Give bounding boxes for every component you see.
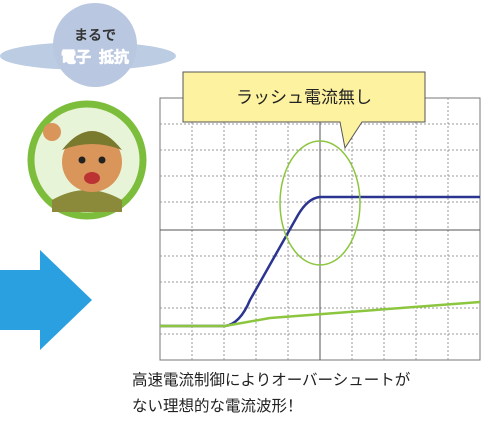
character-face: [62, 132, 122, 192]
waveform-graph: [159, 97, 481, 361]
character-eye: [78, 156, 86, 164]
caption: ない理想的な電流波形！: [132, 397, 303, 415]
badge-text: 電子: [61, 48, 91, 66]
character-cap: [62, 131, 122, 150]
voltage-waveform: [160, 300, 481, 328]
callout-bubble: [182, 71, 426, 150]
caption: 高速電流制御によりオーバーシュートが: [132, 371, 411, 389]
badge-text: 抵抗: [99, 48, 129, 66]
character-mouth: [84, 172, 100, 184]
character-body: [52, 190, 122, 212]
character-fist: [43, 123, 61, 141]
highlight-ellipse: [279, 140, 361, 266]
arrow: [0, 250, 92, 350]
badge: まるで 電子 抵抗: [0, 3, 176, 87]
character: [27, 100, 147, 220]
badge-globe: [53, 3, 137, 87]
callout: ラッシュ電流無し: [182, 71, 426, 150]
callout-text: ラッシュ電流無し: [236, 88, 372, 108]
character-eye: [98, 156, 106, 164]
badge-text: まるで: [74, 28, 116, 44]
